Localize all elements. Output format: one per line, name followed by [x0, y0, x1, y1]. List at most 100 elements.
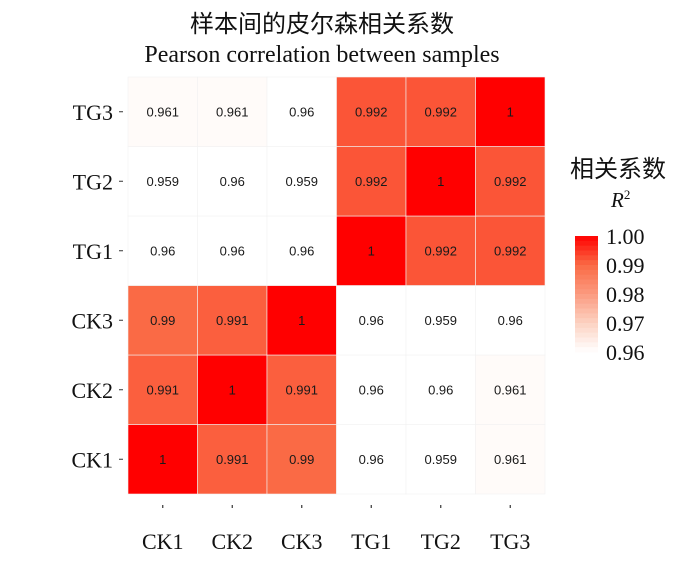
legend-r-sup: 2 — [624, 187, 631, 202]
cell-value-label: 0.959 — [146, 174, 179, 189]
legend-color-band — [575, 279, 598, 285]
cell-value-label: 0.959 — [424, 313, 457, 328]
heatmap-cell — [336, 76, 407, 147]
legend-color-band — [575, 274, 598, 280]
legend-title: 相关系数 — [570, 156, 666, 183]
heatmap-cell — [475, 424, 546, 495]
cell-value-label: 1 — [298, 313, 305, 328]
cell-value-label: 0.99 — [150, 313, 175, 328]
cell-value-label: 0.992 — [494, 174, 527, 189]
legend-color-band — [575, 313, 598, 319]
heatmap-cell — [197, 424, 268, 495]
legend-color-band — [575, 323, 598, 329]
cell-value-label: 0.992 — [355, 174, 388, 189]
heatmap-cell — [405, 76, 476, 147]
cell-value-label: 0.96 — [220, 174, 245, 189]
heatmap-cell — [127, 354, 198, 425]
cell-value-label: 1 — [507, 104, 514, 119]
x-tick-label: CK1 — [142, 529, 184, 554]
cell-value-label: 0.959 — [424, 452, 457, 467]
heatmap-cell — [127, 285, 198, 356]
heatmap-cell — [405, 424, 476, 495]
cell-value-label: 0.992 — [355, 104, 388, 119]
legend-color-band — [575, 303, 598, 309]
cell-value-label: 0.991 — [216, 452, 249, 467]
cell-value-label: 0.961 — [494, 452, 527, 467]
heatmap-cell — [336, 285, 407, 356]
chart-subtitle: Pearson correlation between samples — [144, 42, 499, 68]
y-axis: CK1 CK2 CK3 TG1 TG2 TG3 — [71, 100, 123, 472]
cell-value-label: 1 — [229, 382, 236, 397]
cell-value-label: 0.961 — [146, 104, 179, 119]
heatmap-cell — [336, 354, 407, 425]
legend-color-band — [575, 269, 598, 276]
heatmap-cell — [475, 354, 546, 425]
cell-value-label: 0.991 — [146, 382, 179, 397]
heatmap-cell — [266, 215, 337, 286]
cell-value-label: 0.96 — [289, 104, 314, 119]
legend-color-band — [575, 294, 598, 300]
cell-value-label: 1 — [368, 243, 375, 258]
legend-tick-label: 0.96 — [606, 340, 645, 365]
cell-value-label: 0.96 — [289, 243, 314, 258]
heatmap-cell — [197, 354, 268, 425]
y-tick-label: CK2 — [71, 378, 113, 403]
heatmap-cell — [336, 146, 407, 217]
chart-title: 样本间的皮尔森相关系数 — [190, 11, 454, 38]
x-tick-label: TG2 — [421, 529, 461, 554]
heatmap-cell — [127, 215, 198, 286]
cell-value-label: 0.961 — [216, 104, 249, 119]
cell-value-label: 1 — [437, 174, 444, 189]
heatmap-cell — [475, 146, 546, 217]
legend-color-band — [575, 240, 598, 247]
cell-value-label: 0.992 — [424, 243, 457, 258]
legend-subtitle: R2 — [610, 187, 630, 212]
legend-color-band — [575, 250, 598, 256]
legend-tick-label: 0.98 — [606, 282, 645, 307]
y-tick-label: CK1 — [71, 447, 113, 472]
cell-value-label: 0.96 — [359, 382, 384, 397]
legend-color-band — [575, 318, 598, 324]
y-tick-label: CK3 — [71, 308, 113, 333]
cell-value-label: 0.96 — [359, 452, 384, 467]
cell-value-label: 0.959 — [285, 174, 318, 189]
heatmap-cell — [405, 285, 476, 356]
cell-value-label: 0.96 — [428, 382, 453, 397]
legend-color-band — [575, 308, 598, 314]
legend-ticks: 1.00 0.99 0.98 0.97 0.96 — [606, 224, 645, 365]
cell-value-label: 0.96 — [359, 313, 384, 328]
legend-tick-label: 0.97 — [606, 311, 645, 336]
legend-tick-label: 0.99 — [606, 253, 645, 278]
legend-r-label: R — [610, 188, 624, 212]
legend-color-band — [575, 236, 598, 242]
legend-color-band — [575, 327, 598, 334]
y-tick-label: TG2 — [73, 169, 113, 194]
legend-color-band — [575, 332, 598, 338]
heatmap-cell — [127, 76, 198, 147]
cell-value-label: 0.992 — [494, 243, 527, 258]
cell-value-label: 0.96 — [220, 243, 245, 258]
x-tick-label: TG1 — [351, 529, 391, 554]
legend-color-band — [575, 245, 598, 251]
heatmap-cell — [336, 424, 407, 495]
cell-value-label: 0.961 — [494, 382, 527, 397]
legend-color-band — [575, 337, 598, 343]
heatmap-cell — [197, 215, 268, 286]
legend-color-band — [575, 260, 598, 266]
heatmap-cell — [405, 146, 476, 217]
legend-color-band — [575, 342, 598, 348]
x-tick-label: CK2 — [211, 529, 253, 554]
heatmap-cell — [127, 146, 198, 217]
cell-value-label: 0.99 — [289, 452, 314, 467]
heatmap-cell — [127, 424, 198, 495]
cell-value-label: 0.96 — [498, 313, 523, 328]
cell-value-label: 0.991 — [216, 313, 249, 328]
heatmap-cell — [475, 285, 546, 356]
heatmap-cell — [405, 215, 476, 286]
legend-color-band — [575, 265, 598, 271]
heatmap-cell — [266, 285, 337, 356]
heatmap-cell — [266, 354, 337, 425]
y-tick-label: TG1 — [73, 239, 113, 264]
